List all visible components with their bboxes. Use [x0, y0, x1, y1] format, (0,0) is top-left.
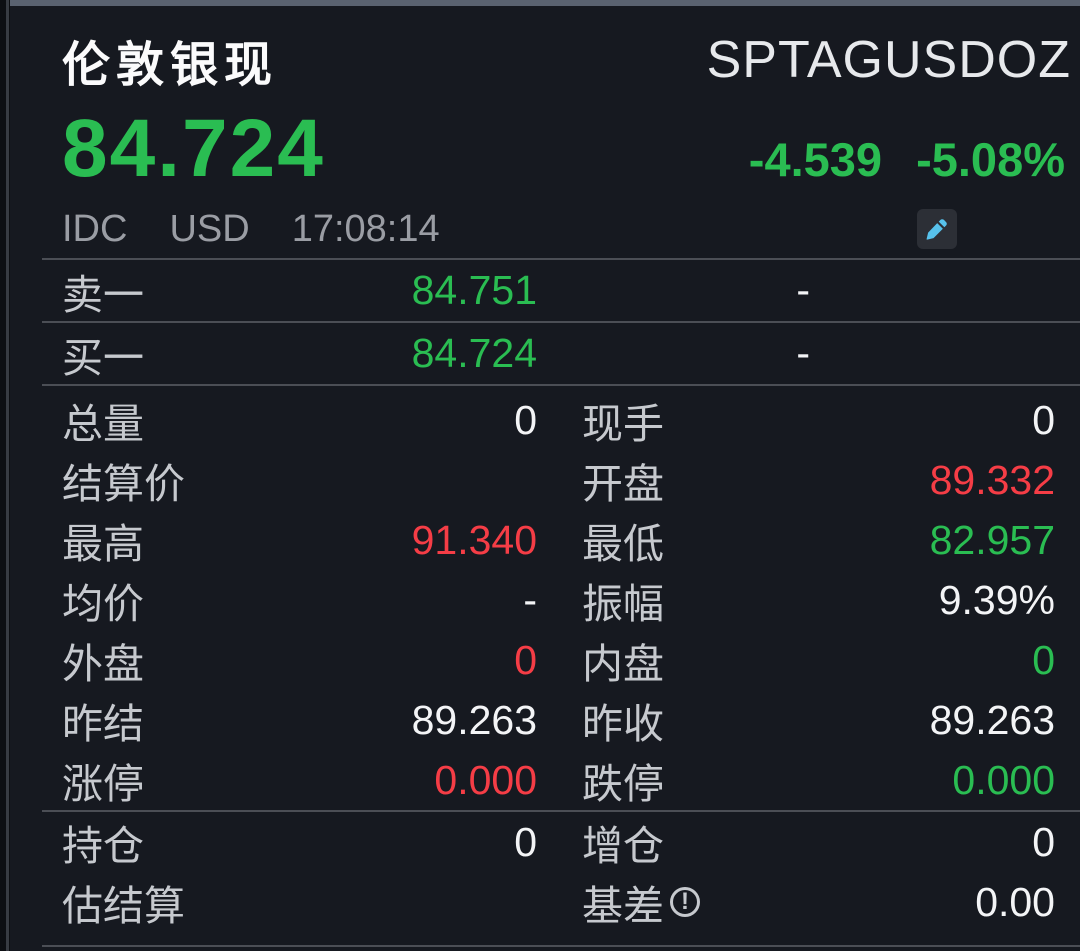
stats-row: 持仓 0 增仓 0 — [42, 812, 1080, 872]
stat-value: 0.000 — [952, 756, 1055, 803]
stats-grid: 总量 0 现手 0 结算价 开盘 89.332 最高 91.340 — [42, 386, 1080, 810]
stat-label: 最高 — [62, 521, 144, 567]
stat-value: 0.00 — [975, 878, 1055, 925]
separator — [42, 945, 1080, 947]
ask-label: 卖一 — [62, 271, 144, 318]
window-top-edge — [0, 0, 1080, 6]
stat-value: 0 — [1032, 636, 1055, 683]
stats-row: 总量 0 现手 0 — [42, 390, 1080, 450]
stat-label: 估结算 — [62, 883, 185, 929]
bid-price: 84.724 — [411, 330, 537, 376]
window-left-edge — [0, 0, 10, 951]
stat-value: 89.263 — [929, 696, 1055, 743]
stat-label: 开盘 — [582, 461, 664, 507]
pencil-icon — [924, 216, 950, 242]
quote-currency: USD — [169, 207, 250, 250]
stat-value: 0 — [514, 818, 537, 865]
window-left-border — [6, 0, 9, 951]
stat-value: 0 — [514, 636, 537, 683]
stat-value: - — [523, 576, 537, 623]
stat-label: 最低 — [582, 521, 664, 567]
stat-label: 外盘 — [62, 641, 144, 687]
stats-row: 结算价 开盘 89.332 — [42, 450, 1080, 510]
stat-label: 跌停 — [582, 761, 664, 807]
stat-label: 内盘 — [582, 641, 664, 687]
edit-button[interactable] — [917, 209, 957, 249]
stats-row: 涨停 0.000 跌停 0.000 — [42, 750, 1080, 810]
position-grid: 持仓 0 增仓 0 估结算 基差 ! 0.00 — [42, 812, 1080, 932]
separator — [42, 258, 1080, 260]
instrument-name: 伦敦银现 — [62, 39, 279, 92]
stat-label: 涨停 — [62, 761, 144, 807]
separator — [42, 810, 1080, 812]
stat-label: 均价 — [62, 581, 144, 627]
basis-info-icon[interactable]: ! — [670, 887, 700, 917]
stat-value: 89.263 — [411, 696, 537, 743]
stat-label: 振幅 — [582, 581, 664, 627]
stat-value: 82.957 — [929, 516, 1055, 563]
stat-label: 昨结 — [62, 701, 144, 747]
bid-row: 买一 84.724 - — [42, 323, 1080, 384]
stats-row: 最高 91.340 最低 82.957 — [42, 510, 1080, 570]
stat-value: 0 — [1032, 396, 1055, 443]
stat-label: 昨收 — [582, 701, 664, 747]
quote-source: IDC — [62, 207, 128, 250]
bid-volume: - — [796, 330, 810, 376]
stat-label: 持仓 — [62, 823, 144, 869]
price-change: -4.539 — [748, 133, 883, 186]
last-price: 84.724 — [62, 103, 325, 194]
instrument-symbol: SPTAGUSDOZ — [706, 31, 1071, 89]
quote-time: 17:08:14 — [291, 207, 440, 250]
bid-label: 买一 — [62, 334, 144, 381]
stat-value: 0.000 — [434, 756, 537, 803]
separator — [42, 384, 1080, 386]
stats-row: 外盘 0 内盘 0 — [42, 630, 1080, 690]
ask-row: 卖一 84.751 - — [42, 260, 1080, 321]
ask-volume: - — [796, 267, 810, 313]
stat-value: 0 — [514, 396, 537, 443]
stats-row: 估结算 基差 ! 0.00 — [42, 872, 1080, 932]
stat-label: 总量 — [62, 401, 144, 447]
stat-value: 91.340 — [411, 516, 537, 563]
quote-panel: 伦敦银现 SPTAGUSDOZ 84.724 -4.539 -5.08% IDC… — [10, 6, 1080, 951]
ask-price: 84.751 — [411, 267, 537, 313]
stat-label: 现手 — [582, 401, 664, 447]
stat-label: 结算价 — [62, 461, 185, 507]
quote-header: 伦敦银现 SPTAGUSDOZ 84.724 -4.539 -5.08% IDC… — [62, 22, 1070, 258]
stats-row: 昨结 89.263 昨收 89.263 — [42, 690, 1080, 750]
separator — [42, 321, 1080, 323]
stat-value: 0 — [1032, 818, 1055, 865]
stats-row: 均价 - 振幅 9.39% — [42, 570, 1080, 630]
price-change-percent: -5.08% — [916, 133, 1065, 186]
stat-value: 89.332 — [929, 456, 1055, 503]
stat-value: 9.39% — [938, 576, 1055, 623]
stat-label: 基差 — [582, 883, 664, 929]
stat-label: 增仓 — [582, 823, 664, 869]
